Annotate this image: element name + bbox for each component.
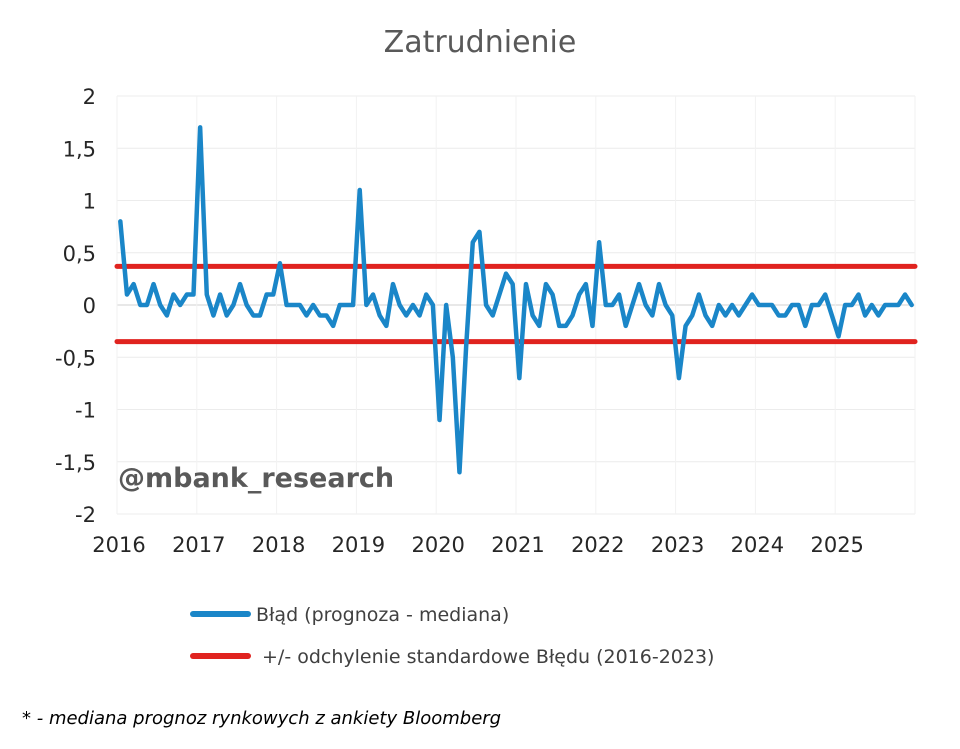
y-tick-label: 1,5 [63,137,96,161]
x-tick-label: 2024 [731,533,784,557]
y-tick-label: -0,5 [55,346,96,370]
y-tick-label: -2 [75,503,96,527]
error-line [118,125,914,475]
x-tick-label: 2016 [92,533,145,557]
x-tick-label: 2020 [411,533,464,557]
x-tick-label: 2018 [252,533,305,557]
y-tick-label: 0 [83,294,96,318]
x-tick-label: 2022 [571,533,624,557]
y-tick-label: -1,5 [55,451,96,475]
footnote: * - mediana prognoz rynkowych z ankiety … [22,708,502,729]
x-tick-label: 2017 [172,533,225,557]
legend-label-std: +/- odchylenie standardowe Błędu (2016-2… [262,646,714,668]
x-tick-label: 2023 [651,533,704,557]
error-series [118,125,914,475]
y-tick-label: 2 [83,85,96,109]
x-tick-label: 2021 [491,533,544,557]
chart-title: Zatrudnienie [384,25,577,60]
legend: Błąd (prognoza - mediana) +/- odchylenie… [190,604,714,668]
legend-label-error: Błąd (prognoza - mediana) [256,604,509,626]
y-axis-ticks: 2 1,5 1 0,5 0 -0,5 -1 -1,5 -2 [55,85,96,527]
x-tick-label: 2025 [810,533,863,557]
x-axis-ticks: 2016 2017 2018 2019 2020 2021 2022 2023 2024 2025 [92,533,864,557]
watermark: @mbank_research [118,463,394,494]
y-tick-label: 0,5 [63,242,96,266]
y-tick-label: 1 [83,190,96,214]
x-tick-label: 2019 [332,533,385,557]
y-tick-label: -1 [75,399,96,423]
